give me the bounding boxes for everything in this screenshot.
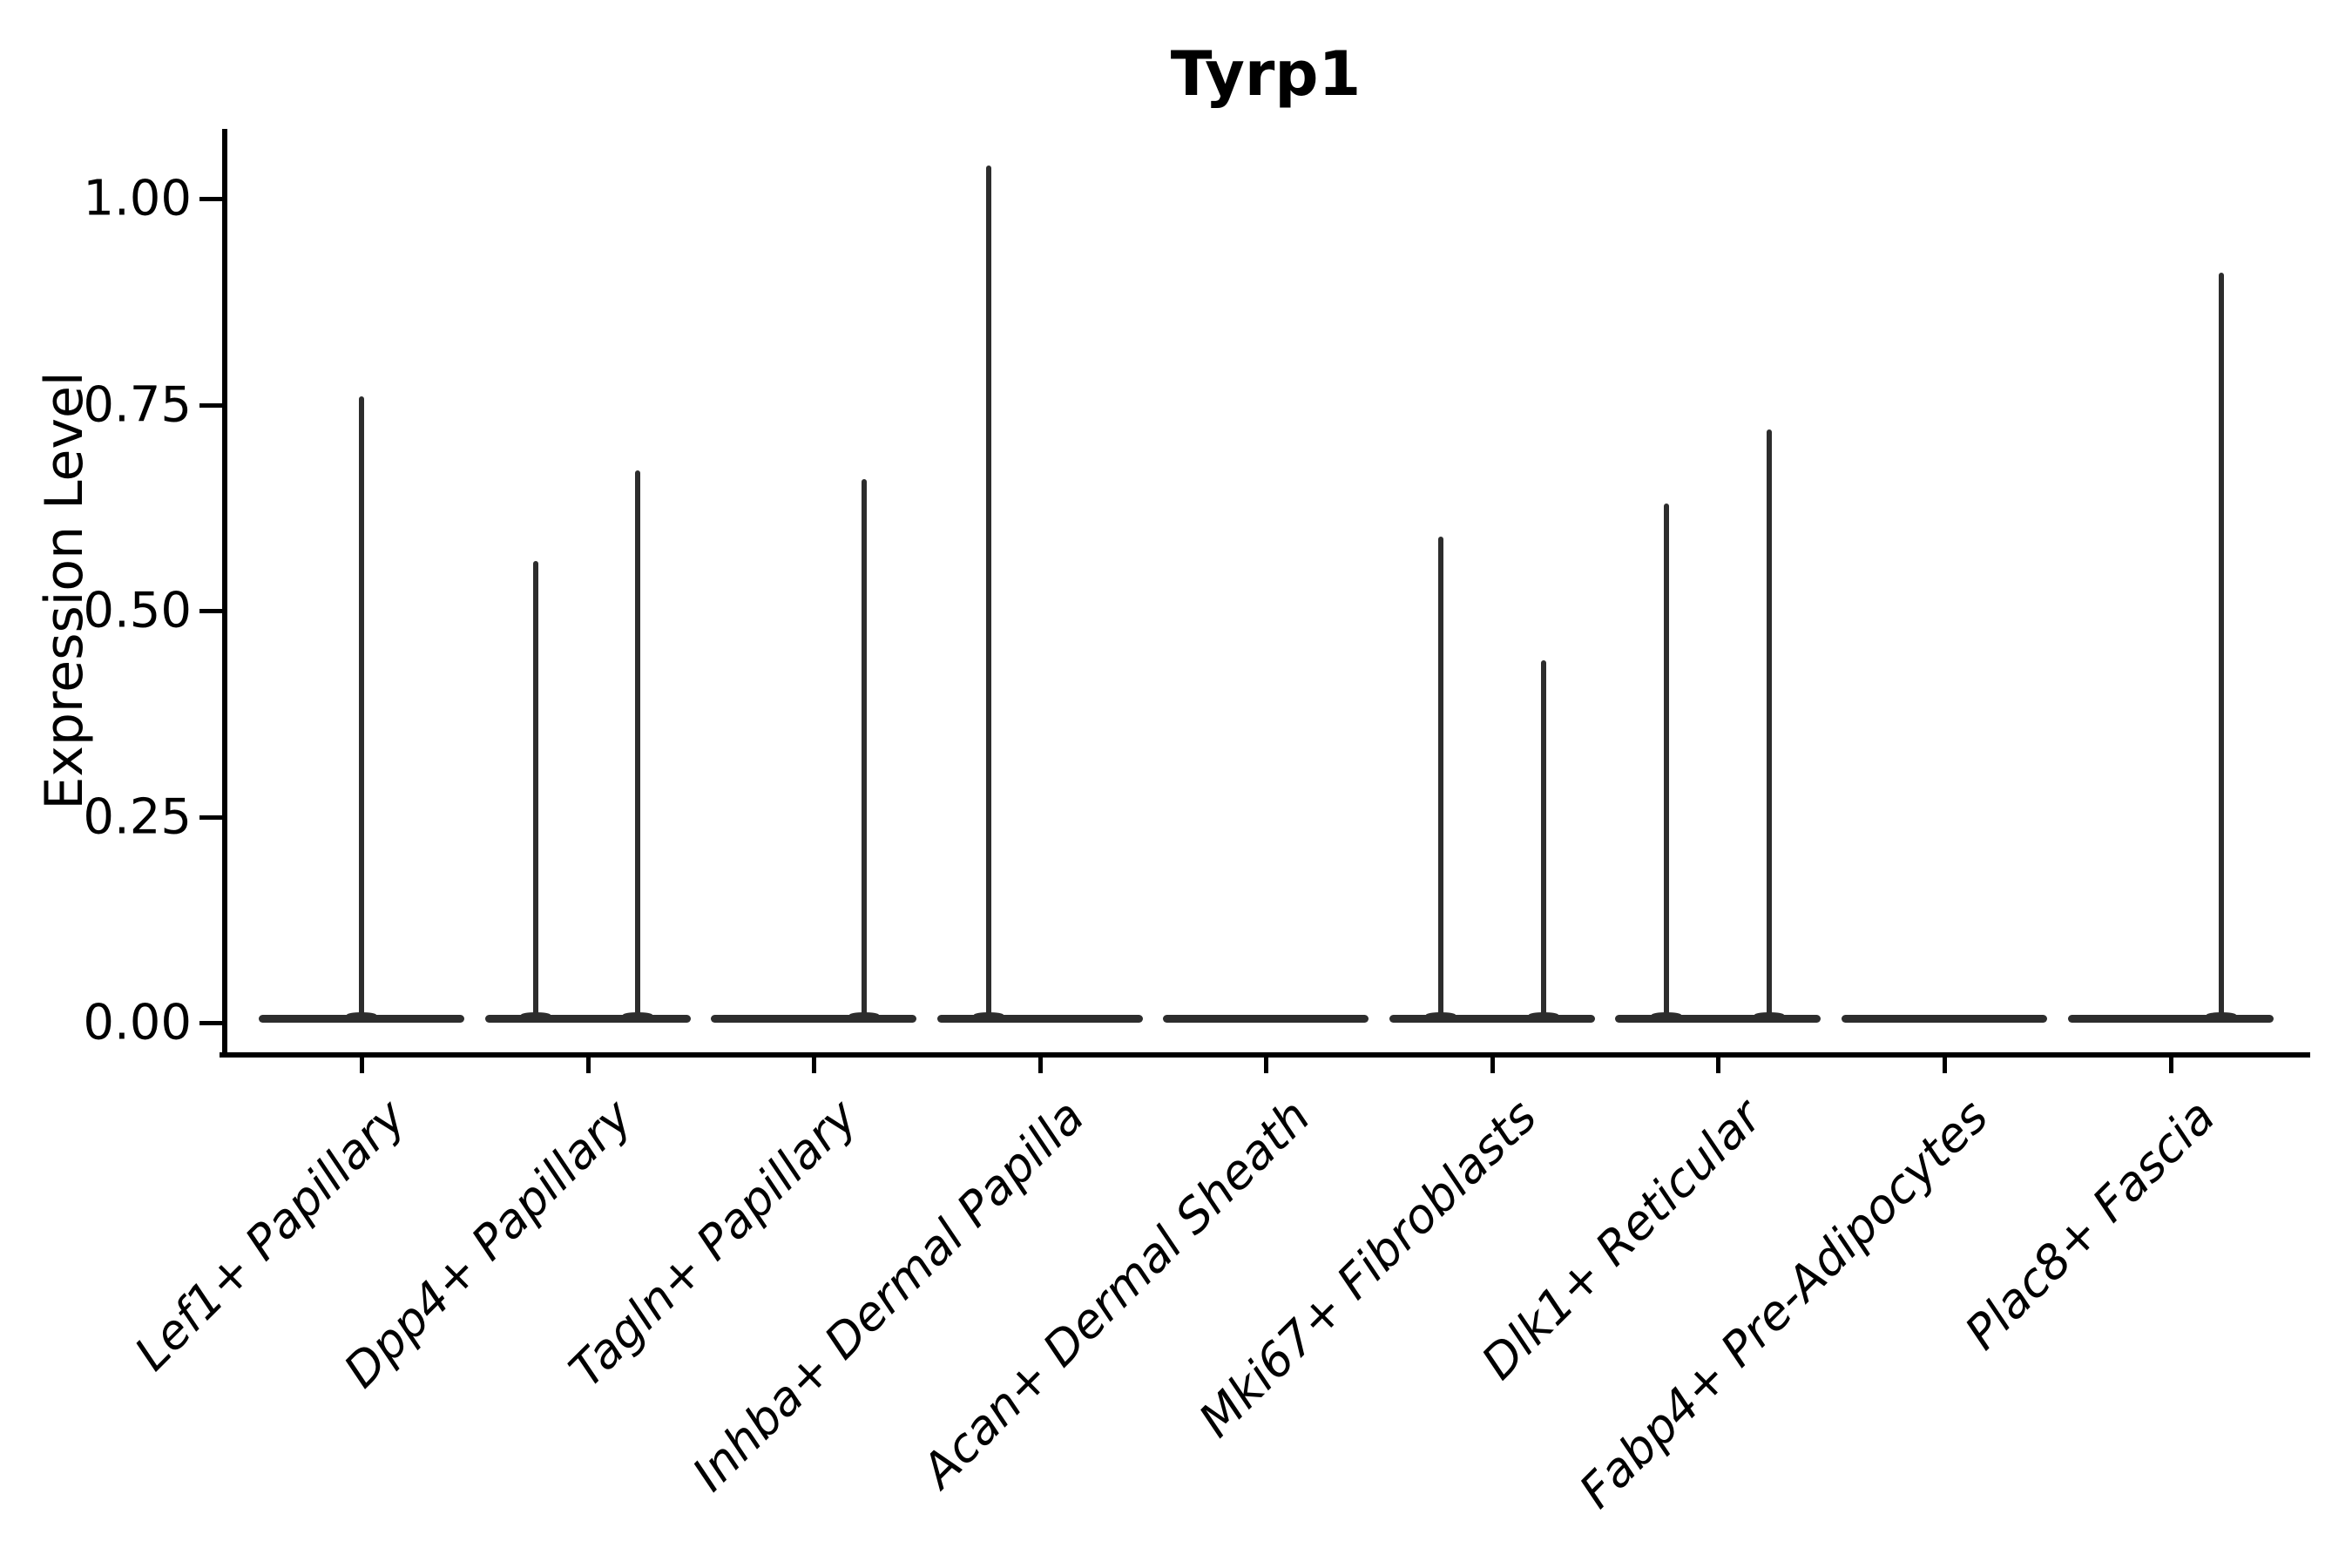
y-tick — [199, 609, 222, 613]
violin-base — [1615, 1015, 1821, 1023]
x-tick — [812, 1058, 816, 1073]
x-axis-label: Acan+ Dermal Sheath — [910, 1089, 1321, 1498]
violin-base — [2068, 1015, 2274, 1023]
x-axis-spine — [220, 1052, 2310, 1058]
x-axis-label: Fabp4+ Pre-Adipocytes — [1569, 1089, 1999, 1519]
violin-spike — [1664, 504, 1669, 1021]
y-tick — [199, 197, 222, 201]
violin-spike — [1438, 537, 1443, 1021]
x-tick — [1716, 1058, 1720, 1073]
violin-base — [1842, 1015, 2047, 1023]
y-axis-spine — [222, 129, 227, 1058]
violin-spike — [986, 166, 991, 1021]
x-tick — [1038, 1058, 1043, 1073]
x-axis-label: Inhba+ Dermal Papilla — [681, 1089, 1095, 1502]
violin-spike — [862, 479, 867, 1021]
y-tick-label: 0.50 — [83, 582, 192, 639]
x-tick — [360, 1058, 364, 1073]
violin-base — [485, 1015, 691, 1023]
y-tick — [199, 815, 222, 820]
y-tick — [199, 403, 222, 408]
y-tick-label: 1.00 — [83, 170, 192, 227]
violin-spike — [1767, 429, 1772, 1021]
x-tick — [1490, 1058, 1495, 1073]
violin-spike — [635, 470, 640, 1021]
violin-spike — [533, 561, 538, 1021]
violin-spike — [2219, 273, 2224, 1021]
x-tick — [1264, 1058, 1268, 1073]
x-tick — [1943, 1058, 1947, 1073]
violin-base — [1163, 1015, 1369, 1023]
chart-title: Tyrp1 — [1170, 38, 1362, 110]
violin-spike — [359, 396, 364, 1021]
violin-spike — [1541, 660, 1546, 1021]
y-tick-label: 0.75 — [83, 376, 192, 434]
y-tick-label: 0.00 — [83, 994, 192, 1051]
x-tick — [586, 1058, 591, 1073]
x-tick — [2169, 1058, 2173, 1073]
violin-base — [1389, 1015, 1595, 1023]
violin-base — [937, 1015, 1143, 1023]
violin-base — [711, 1015, 916, 1023]
y-tick-label: 0.25 — [83, 788, 192, 846]
y-tick — [199, 1021, 222, 1025]
